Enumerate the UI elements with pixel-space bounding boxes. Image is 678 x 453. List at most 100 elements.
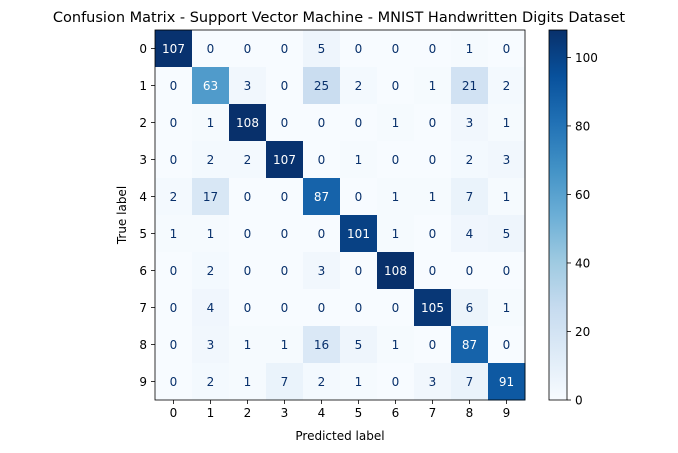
heatmap-cell (377, 252, 415, 290)
cell-value-label: 5 (503, 227, 511, 241)
heatmap-cell (451, 104, 489, 142)
heatmap-cell (303, 67, 341, 105)
heatmap-cell (488, 67, 526, 105)
cell-value-label: 0 (355, 42, 363, 56)
cell-value-label: 5 (355, 338, 363, 352)
heatmap-cell (414, 252, 452, 290)
heatmap-cell (451, 252, 489, 290)
cell-value-label: 3 (244, 79, 252, 93)
heatmap-cell (340, 30, 378, 68)
cell-value-label: 16 (314, 338, 329, 352)
heatmap-cell (488, 178, 526, 216)
heatmap-cell (155, 215, 193, 253)
heatmap-cell (377, 141, 415, 179)
heatmap-cell (414, 67, 452, 105)
y-tick-label: 5 (139, 227, 147, 241)
heatmap-cell (155, 104, 193, 142)
heatmap-cell (340, 252, 378, 290)
cell-value-label: 0 (429, 153, 437, 167)
cell-value-label: 0 (466, 264, 474, 278)
cell-value-label: 101 (347, 227, 370, 241)
heatmap-cell (155, 178, 193, 216)
colorbar-tick-label: 20 (575, 325, 590, 339)
heatmap-cell (266, 104, 304, 142)
cell-value-label: 1 (429, 79, 437, 93)
heatmap-cell (414, 141, 452, 179)
heatmap-cell (303, 252, 341, 290)
heatmap-cell (192, 363, 230, 401)
heatmap-cell (303, 104, 341, 142)
cell-value-label: 0 (355, 190, 363, 204)
cell-value-label: 3 (207, 338, 215, 352)
heatmap-cell (451, 326, 489, 364)
cell-value-label: 105 (421, 301, 444, 315)
heatmap-cell (414, 326, 452, 364)
heatmap-cell (229, 178, 267, 216)
cell-value-label: 3 (466, 116, 474, 130)
x-tick-label: 6 (392, 406, 400, 420)
cell-value-label: 2 (207, 153, 215, 167)
x-tick-label: 4 (318, 406, 326, 420)
cell-value-label: 0 (392, 301, 400, 315)
heatmap-cell-labels: 107 0 0 0 5 0 0 0 1 00 63 3 0 25 2 0 1 21 20 1 108 0 0 0 1 0 3 10 2 2… (162, 42, 514, 389)
cell-value-label: 7 (466, 375, 474, 389)
heatmap-cell (340, 326, 378, 364)
cell-value-label: 0 (503, 338, 511, 352)
cell-value-label: 0 (244, 264, 252, 278)
cell-value-label: 0 (318, 116, 326, 130)
x-tick-label: 8 (466, 406, 474, 420)
cell-value-label: 0 (318, 227, 326, 241)
cell-value-label: 21 (462, 79, 477, 93)
cell-value-label: 3 (318, 264, 326, 278)
cell-value-label: 2 (318, 375, 326, 389)
cell-value-label: 0 (170, 301, 178, 315)
plot-frame (154, 29, 526, 401)
heatmap-cell (340, 104, 378, 142)
heatmap-cell (192, 289, 230, 327)
y-axis-ticks: 0 1 2 3 4 5 6 7 8 9 (139, 42, 155, 389)
heatmap-cell (340, 67, 378, 105)
heatmap-cell (414, 289, 452, 327)
cell-value-label: 0 (170, 338, 178, 352)
chart-title: Confusion Matrix - Support Vector Machin… (53, 10, 626, 26)
heatmap-cell (266, 363, 304, 401)
y-tick-label: 3 (139, 153, 147, 167)
heatmap-cell (192, 30, 230, 68)
heatmap-cell (155, 326, 193, 364)
y-tick-label: 7 (139, 301, 147, 315)
heatmap-cell (488, 141, 526, 179)
cell-value-label: 1 (503, 116, 511, 130)
cell-value-label: 1 (244, 375, 252, 389)
heatmap-cell (155, 141, 193, 179)
heatmap-cell (377, 289, 415, 327)
cell-value-label: 1 (281, 338, 289, 352)
cell-value-label: 1 (503, 301, 511, 315)
cell-value-label: 0 (244, 227, 252, 241)
colorbar-frame (548, 29, 568, 401)
cell-value-label: 0 (281, 190, 289, 204)
x-axis-label: Predicted label (295, 429, 384, 443)
cell-value-label: 7 (466, 190, 474, 204)
heatmap-cell (414, 215, 452, 253)
y-tick-label: 0 (139, 42, 147, 56)
cell-value-label: 1 (392, 227, 400, 241)
colorbar-tick-label: 40 (575, 256, 590, 270)
heatmap-cell (192, 67, 230, 105)
y-tick-label: 9 (139, 375, 147, 389)
x-tick-label: 2 (244, 406, 252, 420)
cell-value-label: 25 (314, 79, 329, 93)
heatmap-cell (340, 363, 378, 401)
heatmap-cell (451, 67, 489, 105)
cell-value-label: 0 (281, 227, 289, 241)
heatmap-cell (303, 215, 341, 253)
heatmap-cell (229, 289, 267, 327)
y-tick-label: 4 (139, 190, 147, 204)
colorbar (549, 30, 567, 400)
heatmap-cell (414, 30, 452, 68)
cell-value-label: 1 (170, 227, 178, 241)
x-axis-ticks: 0 1 2 3 4 5 6 7 8 9 (170, 400, 510, 420)
heatmap-cell (229, 104, 267, 142)
heatmap-cell (488, 30, 526, 68)
heatmap-cell (192, 178, 230, 216)
